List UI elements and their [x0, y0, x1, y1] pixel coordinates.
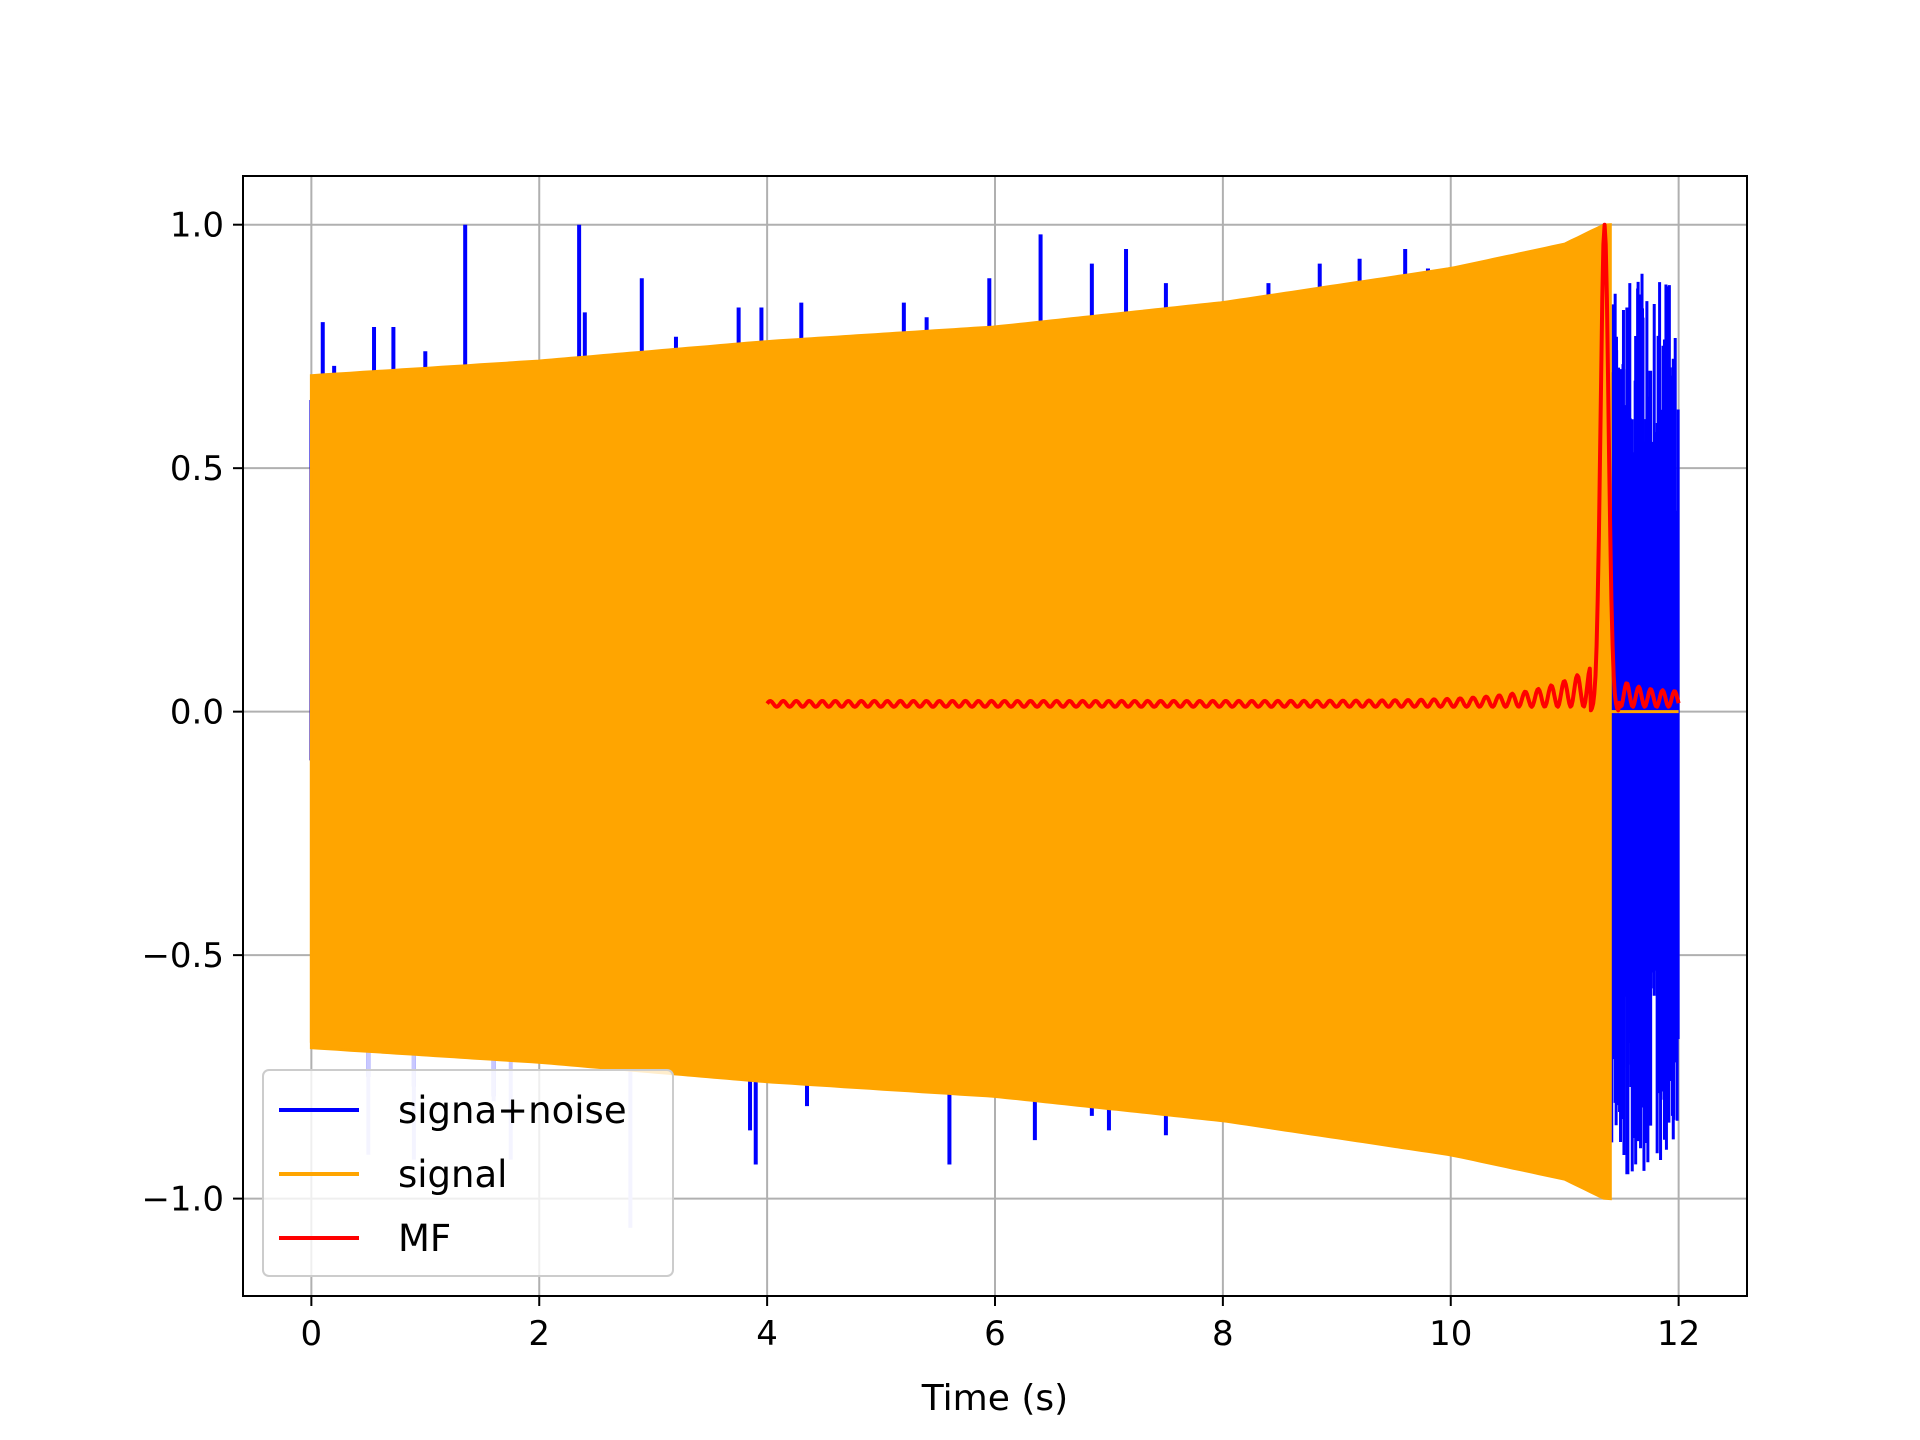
legend-box	[262, 1069, 674, 1277]
y-tick-label: −0.5	[141, 936, 224, 976]
x-tick-label: 8	[1212, 1314, 1234, 1354]
x-tick-label: 2	[528, 1314, 550, 1354]
x-axis-label: Time (s)	[921, 1378, 1068, 1419]
x-axis: 0 2 4 6 8 10 12	[301, 1296, 1700, 1354]
legend: signa+noise signal MF	[262, 1069, 674, 1277]
y-tick-label: 0.0	[170, 693, 224, 733]
series-MF	[765, 222, 1681, 713]
x-tick-label: 4	[756, 1314, 778, 1354]
y-tick-label: 1.0	[170, 206, 224, 246]
y-tick-label: 0.5	[170, 449, 224, 489]
mf-line	[765, 222, 1681, 713]
x-tick-label: 10	[1429, 1314, 1472, 1354]
x-tick-label: 0	[301, 1314, 323, 1354]
plot-area	[309, 222, 1681, 1228]
x-tick-label: 12	[1657, 1314, 1700, 1354]
signal-envelope	[309, 223, 1612, 1201]
y-tick-label: −1.0	[141, 1180, 224, 1220]
legend-label: MF	[398, 1217, 451, 1260]
y-axis: 1.0 0.5 0.0 −0.5 −1.0	[141, 206, 243, 1220]
legend-label: signa+noise	[398, 1089, 627, 1132]
x-tick-label: 6	[984, 1314, 1006, 1354]
legend-label: signal	[398, 1153, 507, 1196]
series-signal	[309, 223, 1679, 1201]
